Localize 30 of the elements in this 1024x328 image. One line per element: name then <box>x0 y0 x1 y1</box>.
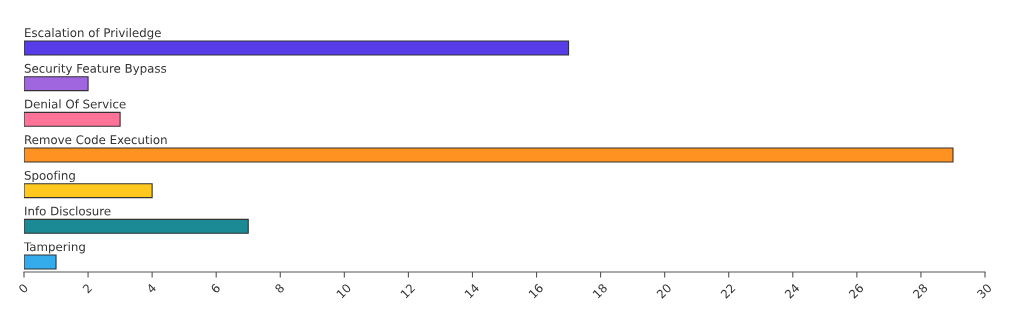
x-tick-label: 4 <box>146 283 157 294</box>
x-tick-label: 10 <box>336 283 352 299</box>
bar <box>24 40 570 56</box>
bar <box>24 76 89 92</box>
bar <box>24 254 57 270</box>
x-tick-label: 0 <box>18 283 29 294</box>
x-tick-label: 28 <box>912 283 929 299</box>
x-tick-label: 14 <box>464 283 480 299</box>
x-tick-label: 12 <box>400 283 416 299</box>
x-tick-label: 20 <box>656 283 672 299</box>
x-tick-label: 16 <box>528 283 544 299</box>
x-tick-label: 18 <box>592 283 608 299</box>
x-tick-label: 8 <box>274 283 285 294</box>
x-tick-label: 22 <box>720 283 736 299</box>
x-tick-label: 24 <box>784 283 800 299</box>
x-tick-label: 2 <box>82 283 93 294</box>
y-tick-label: Security Feature Bypass <box>24 63 167 76</box>
x-tick-label: 26 <box>848 283 865 299</box>
y-tick-label: Remove Code Execution <box>25 135 167 145</box>
y-tick-label: Info Disclosure <box>25 206 111 216</box>
y-tick-label: Escalation of Priviledge <box>25 27 161 40</box>
y-tick-label: Spoofing <box>24 170 75 183</box>
y-tick-label: Tampering <box>23 242 85 254</box>
y-tick-label: Denial Of Service <box>25 99 126 109</box>
x-tick-label: 6 <box>210 283 221 294</box>
bar <box>24 111 121 127</box>
bar <box>24 218 249 234</box>
x-tick-label: 30 <box>976 283 993 299</box>
bar <box>24 147 954 163</box>
bar <box>24 183 153 199</box>
